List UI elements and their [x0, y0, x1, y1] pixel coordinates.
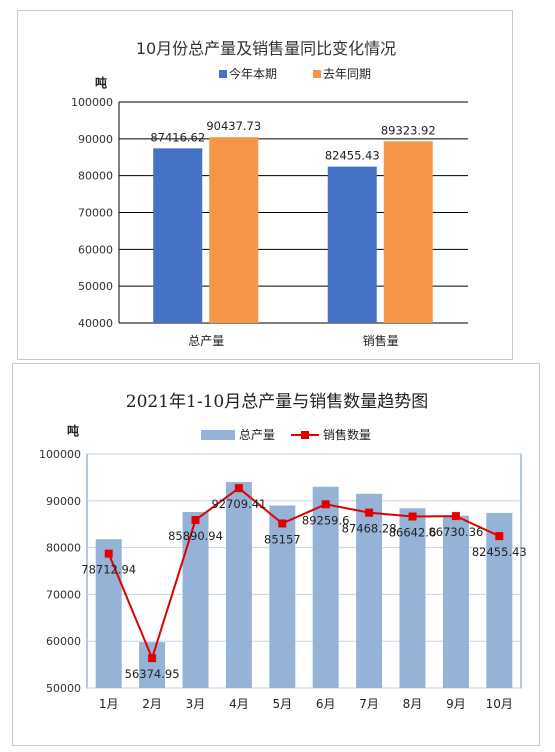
bar-production: [95, 539, 122, 688]
legend-label-production: 总产量: [239, 428, 275, 442]
legend: 今年本期 去年同期: [219, 66, 371, 81]
legend-swatch-this-year: [219, 70, 227, 78]
legend-swatch-last-year: [313, 70, 321, 78]
sales-point: [148, 654, 157, 663]
chart-panel-monthly-comparison: 10月份总产量及销售量同比变化情况 吨 今年本期 去年同期 40000 50000…: [17, 10, 513, 360]
y-axis-ticks: 50000 60000 70000 80000 90000 100000: [39, 448, 81, 695]
data-label: 87416.62: [150, 130, 205, 144]
x-category-label: 5月: [272, 697, 292, 711]
y-tick-label: 100000: [39, 448, 81, 461]
data-label: 89259.6: [302, 513, 350, 527]
y-tick-label: 50000: [46, 682, 81, 695]
data-label: 82455.43: [325, 149, 380, 163]
bar-production: [269, 505, 296, 688]
legend-label-sales: 销售数量: [323, 427, 371, 442]
sales-point: [191, 516, 200, 525]
y-tick-label: 100000: [71, 96, 113, 109]
sales-point: [104, 549, 113, 558]
data-label: 92709.41: [211, 497, 266, 511]
bar-this-year: [327, 166, 377, 323]
y-tick-label: 90000: [78, 133, 113, 146]
bar-production: [182, 512, 209, 688]
chart-panel-trend: 2021年1-10月总产量与销售数量趋势图 吨 总产量 销售数量 50000 60…: [12, 363, 540, 746]
x-category-label: 6月: [316, 697, 336, 711]
bar-production: [399, 508, 426, 688]
x-category-label: 总产量: [188, 334, 224, 348]
data-labels: 78712.94 56374.95 85890.94 92709.41 85157892…: [81, 497, 526, 681]
x-category-label: 1月: [99, 697, 119, 711]
y-tick-label: 80000: [46, 542, 81, 555]
x-category-label: 8月: [403, 697, 423, 711]
data-label: 89323.92: [381, 123, 436, 137]
sales-point: [278, 519, 287, 528]
x-category-label: 4月: [229, 697, 249, 711]
data-label: 85157: [264, 532, 301, 546]
legend-label-this-year: 今年本期: [229, 66, 277, 81]
sales-point: [408, 512, 417, 521]
data-label: 56374.95: [125, 667, 180, 681]
sales-line: [104, 484, 504, 663]
bar-production: [312, 486, 339, 688]
y-axis-unit: 吨: [67, 423, 79, 438]
data-label: 90437.73: [206, 119, 261, 133]
bar-production: [442, 515, 469, 688]
y-axis-ticks: 40000 50000 60000 70000 80000 90000 100000: [71, 96, 113, 330]
legend-label-last-year: 去年同期: [323, 67, 371, 81]
legend-marker-sales: [301, 431, 309, 439]
data-label: 85890.94: [168, 529, 223, 543]
data-label: 86642.6: [389, 526, 437, 540]
bar-production: [139, 642, 166, 688]
bar-last-year: [383, 141, 433, 323]
data-label: 82455.43: [472, 545, 527, 559]
y-tick-label: 40000: [78, 317, 113, 330]
sales-line-path: [107, 486, 500, 662]
bar-production: [225, 482, 252, 688]
sales-point: [451, 512, 460, 521]
y-tick-label: 60000: [46, 635, 81, 648]
y-tick-label: 90000: [46, 495, 81, 508]
y-tick-label: 50000: [78, 280, 113, 293]
chart-title: 2021年1-10月总产量与销售数量趋势图: [126, 392, 428, 412]
x-category-label: 3月: [186, 697, 206, 711]
x-category-label: 10月: [486, 697, 513, 711]
data-label: 78712.94: [81, 563, 136, 577]
y-tick-label: 70000: [46, 588, 81, 601]
sales-point: [321, 500, 330, 509]
comparison-bar-chart: 10月份总产量及销售量同比变化情况 吨 今年本期 去年同期 40000 50000…: [71, 39, 468, 348]
y-axis-unit: 吨: [95, 75, 107, 90]
bars: [95, 482, 513, 688]
x-category-label: 7月: [359, 697, 379, 711]
x-axis-categories: 1月 2月 3月 4月 5月 6月 7月 8月 9月 10月: [99, 697, 513, 711]
trend-combo-chart: 2021年1-10月总产量与销售数量趋势图 吨 总产量 销售数量 50000 60…: [39, 392, 527, 711]
gridlines: [86, 453, 522, 689]
legend-swatch-production: [201, 430, 235, 440]
x-category-label: 9月: [446, 697, 466, 711]
data-label: 86730.36: [428, 525, 483, 539]
bars: [153, 137, 433, 323]
sales-point: [495, 532, 504, 541]
bar-production: [486, 512, 513, 688]
legend: 总产量 销售数量: [201, 427, 371, 442]
y-tick-label: 60000: [78, 243, 113, 256]
bar-last-year: [209, 137, 259, 323]
sales-point: [365, 508, 374, 517]
data-label: 87468.28: [342, 522, 397, 536]
x-axis-categories: 总产量 销售量: [188, 333, 399, 348]
y-tick-label: 70000: [78, 207, 113, 220]
y-tick-label: 80000: [78, 170, 113, 183]
bar-this-year: [153, 148, 203, 323]
chart-title: 10月份总产量及销售量同比变化情况: [136, 39, 396, 58]
bar-production: [356, 493, 383, 688]
x-category-label: 2月: [142, 697, 162, 711]
x-category-label: 销售量: [363, 333, 399, 348]
sales-point: [234, 484, 243, 493]
